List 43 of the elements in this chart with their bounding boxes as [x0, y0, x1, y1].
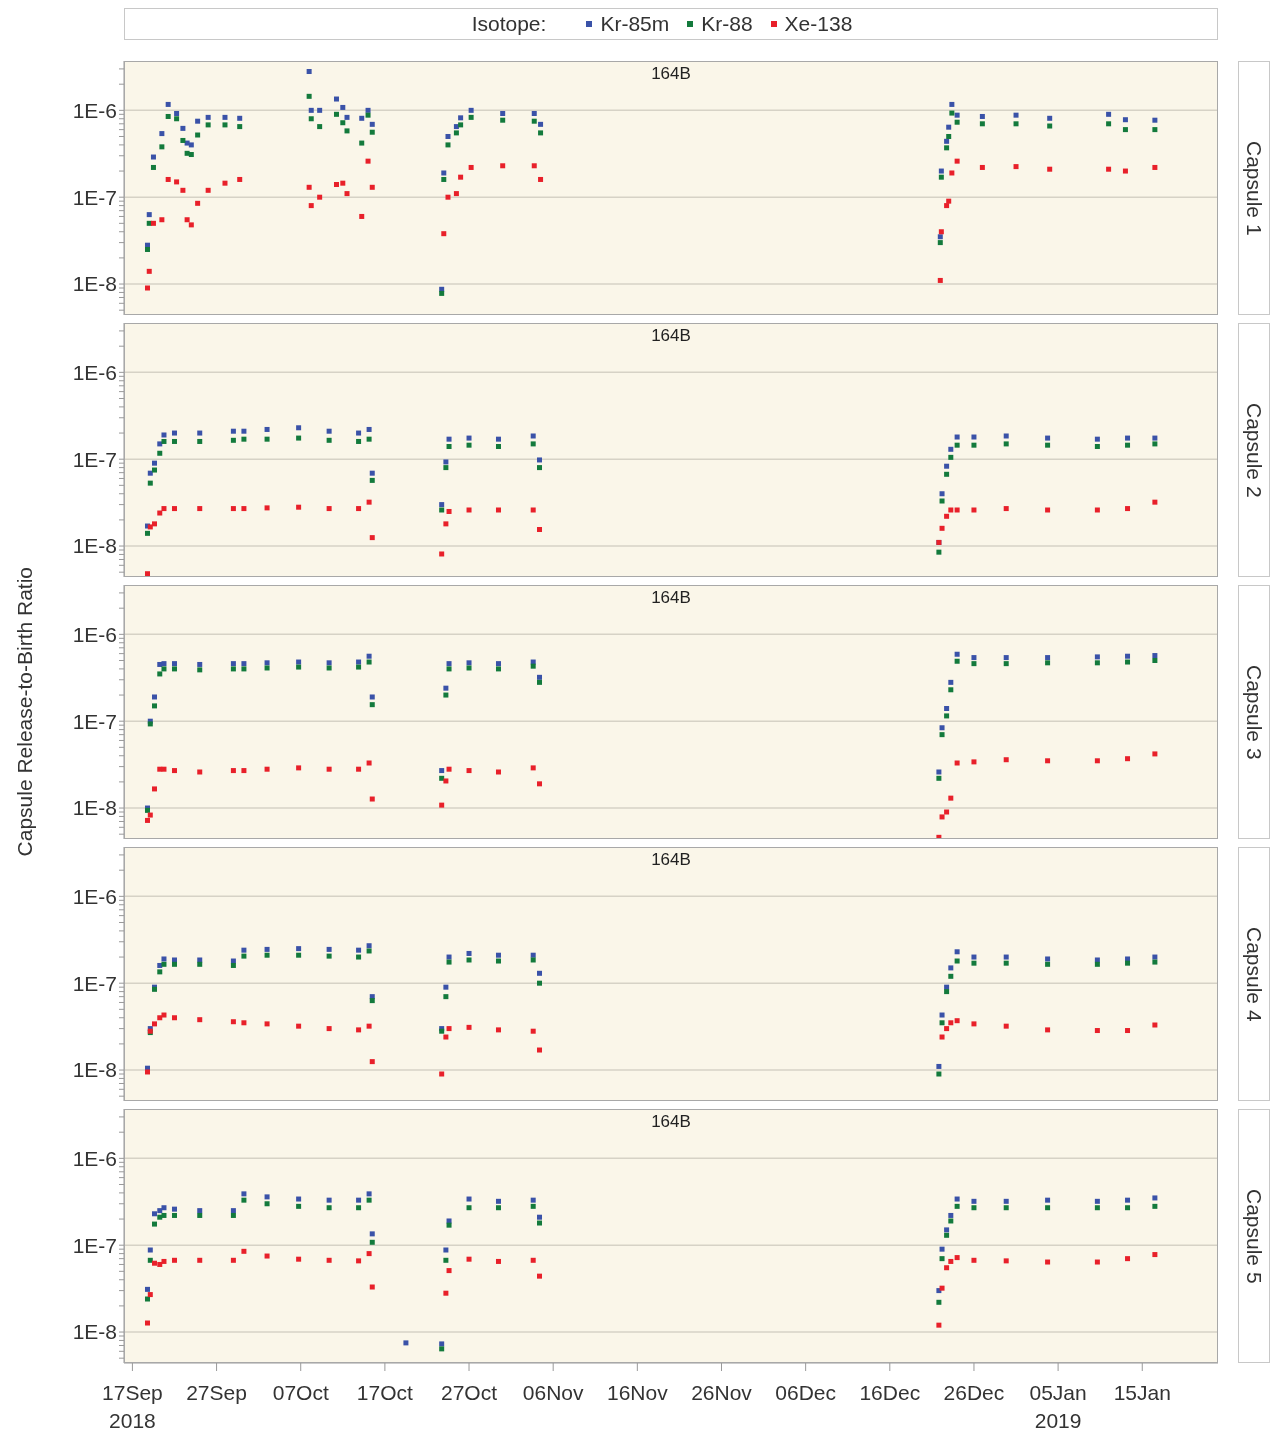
chart-title: 164B	[650, 326, 692, 346]
x-tick-label: 05Jan 2019	[1029, 1380, 1087, 1433]
text: Capsule 4	[1242, 926, 1266, 1022]
x-tick-label: 26Dec	[943, 1380, 1005, 1404]
x-tick-label: 17Sep 2018	[102, 1380, 163, 1433]
chart-title: 164B	[650, 850, 692, 870]
text: Capsule 5	[1242, 1188, 1266, 1284]
x-tick-label: 16Nov	[606, 1380, 669, 1404]
text: Capsule 1	[1242, 140, 1266, 236]
y-tick-label: 1E-7	[72, 447, 117, 471]
y-axis-title: Capsule Release-to-Birth Ratio	[13, 567, 37, 857]
y-tick-label: 1E-6	[72, 1146, 117, 1170]
y-tick-label: 1E-7	[72, 185, 117, 209]
y-tick-label: 1E-6	[72, 884, 117, 908]
x-tick-label: 07Oct	[272, 1380, 329, 1404]
legend-label: Kr-85m	[600, 12, 670, 35]
x-tick-label: 06Dec	[775, 1380, 836, 1404]
y-tick-label: 1E-7	[72, 971, 117, 995]
x-tick-label: 15Jan	[1113, 1380, 1171, 1404]
y-tick-label: 1E-6	[72, 622, 117, 646]
legend-label: Kr-88	[701, 12, 753, 35]
y-tick-label: 1E-8	[72, 796, 117, 820]
legend-title: Isotope:	[471, 12, 547, 36]
x-tick-label: 17Oct	[356, 1380, 414, 1404]
x-tick-label: 06Nov	[522, 1380, 585, 1404]
y-tick-label: 1E-6	[72, 98, 117, 122]
chart-title: 164B	[650, 1112, 692, 1132]
text: Capsule 3	[1242, 664, 1266, 760]
y-tick-label: 1E-7	[72, 1233, 117, 1257]
x-tick-label: 26Nov	[691, 1380, 753, 1404]
chart-title: 164B	[650, 588, 692, 608]
x-tick-label: 27Sep	[186, 1380, 247, 1404]
chart-title: 164B	[650, 64, 692, 84]
y-tick-label: 1E-7	[72, 709, 117, 733]
y-tick-label: 1E-8	[72, 1058, 117, 1082]
text: Capsule 2	[1242, 402, 1266, 498]
x-tick-label: 27Oct	[441, 1380, 498, 1404]
y-tick-label: 1E-6	[72, 360, 117, 384]
x-tick-label: 16Dec	[859, 1380, 921, 1404]
legend-label: Xe-138	[784, 12, 853, 35]
y-tick-label: 1E-8	[72, 272, 117, 296]
y-tick-label: 1E-8	[72, 1320, 117, 1344]
y-tick-label: 1E-8	[72, 534, 117, 558]
